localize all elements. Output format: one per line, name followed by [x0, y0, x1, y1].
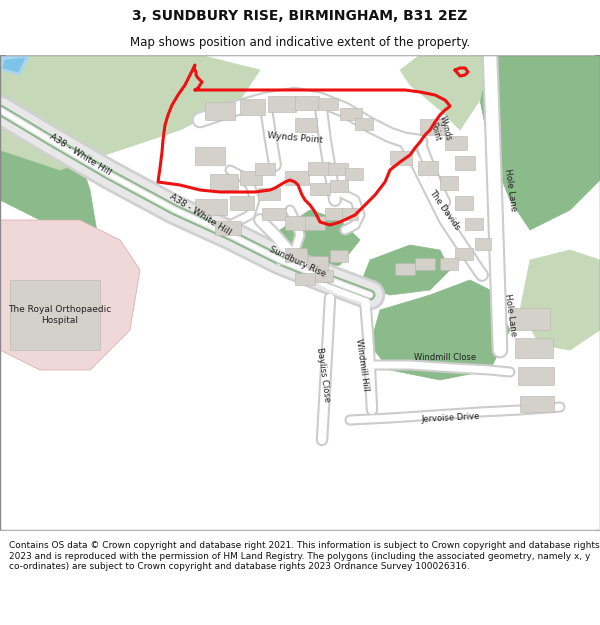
Bar: [10, 280, 100, 350]
Text: Sundbury Rise: Sundbury Rise: [268, 245, 328, 279]
Text: A38 - White Hill: A38 - White Hill: [47, 132, 112, 178]
Bar: [205, 102, 235, 120]
Bar: [440, 176, 458, 190]
Bar: [415, 258, 435, 270]
Bar: [515, 338, 553, 358]
Polygon shape: [0, 220, 140, 370]
Bar: [328, 163, 348, 175]
Bar: [308, 162, 330, 175]
Bar: [318, 98, 338, 110]
Polygon shape: [270, 210, 360, 270]
Bar: [455, 156, 475, 170]
Bar: [215, 221, 241, 235]
Polygon shape: [0, 55, 260, 170]
Bar: [355, 118, 373, 130]
Bar: [330, 250, 348, 262]
Text: Hole Lane: Hole Lane: [503, 293, 517, 337]
Bar: [325, 208, 343, 220]
Bar: [210, 174, 238, 190]
Bar: [285, 171, 309, 185]
Text: Windmill Close: Windmill Close: [414, 352, 476, 361]
Bar: [230, 196, 254, 210]
Bar: [420, 119, 445, 135]
Text: Hole Lane: Hole Lane: [503, 168, 517, 212]
Text: Contains OS data © Crown copyright and database right 2021. This information is : Contains OS data © Crown copyright and d…: [9, 541, 599, 571]
Bar: [345, 168, 363, 180]
Text: Jervoise Drive: Jervoise Drive: [421, 412, 479, 424]
Polygon shape: [0, 55, 100, 250]
Bar: [455, 248, 473, 260]
Bar: [330, 180, 348, 192]
Bar: [305, 216, 325, 230]
Text: A38 - White Hill: A38 - White Hill: [167, 192, 232, 238]
Bar: [310, 183, 330, 195]
Bar: [510, 308, 550, 330]
Polygon shape: [480, 55, 600, 230]
Bar: [390, 151, 412, 165]
Bar: [285, 248, 307, 262]
Polygon shape: [360, 245, 450, 295]
Bar: [195, 199, 227, 215]
Bar: [418, 161, 438, 175]
Bar: [240, 99, 265, 115]
Text: Bayliss Close: Bayliss Close: [315, 347, 331, 403]
Bar: [268, 96, 296, 112]
Bar: [295, 118, 317, 132]
Bar: [295, 273, 315, 285]
Bar: [342, 208, 358, 220]
Bar: [445, 136, 467, 150]
Text: The Royal Orthopaedic
Hospital: The Royal Orthopaedic Hospital: [8, 305, 112, 325]
Bar: [258, 188, 280, 200]
Bar: [395, 263, 415, 275]
Bar: [255, 163, 275, 175]
Bar: [465, 218, 483, 230]
Bar: [520, 396, 554, 412]
Bar: [308, 256, 328, 270]
Bar: [285, 216, 307, 230]
Text: Windmill Hill: Windmill Hill: [354, 338, 370, 392]
Polygon shape: [370, 280, 510, 380]
Bar: [455, 196, 473, 210]
Bar: [518, 367, 554, 385]
Text: Wynds
Point: Wynds Point: [427, 115, 452, 145]
Text: 3, SUNDBURY RISE, BIRMINGHAM, B31 2EZ: 3, SUNDBURY RISE, BIRMINGHAM, B31 2EZ: [133, 9, 467, 24]
Polygon shape: [520, 250, 600, 350]
Bar: [240, 171, 262, 185]
Bar: [262, 208, 286, 220]
Bar: [315, 270, 333, 282]
Bar: [440, 258, 458, 270]
Bar: [340, 108, 362, 120]
Bar: [475, 238, 491, 250]
Text: Map shows position and indicative extent of the property.: Map shows position and indicative extent…: [130, 36, 470, 49]
Bar: [195, 147, 225, 165]
Polygon shape: [3, 58, 25, 72]
Polygon shape: [400, 55, 490, 130]
Text: Wynds Point: Wynds Point: [267, 131, 323, 145]
Bar: [295, 96, 319, 110]
Polygon shape: [0, 55, 30, 75]
Text: The Davids: The Davids: [428, 188, 462, 232]
